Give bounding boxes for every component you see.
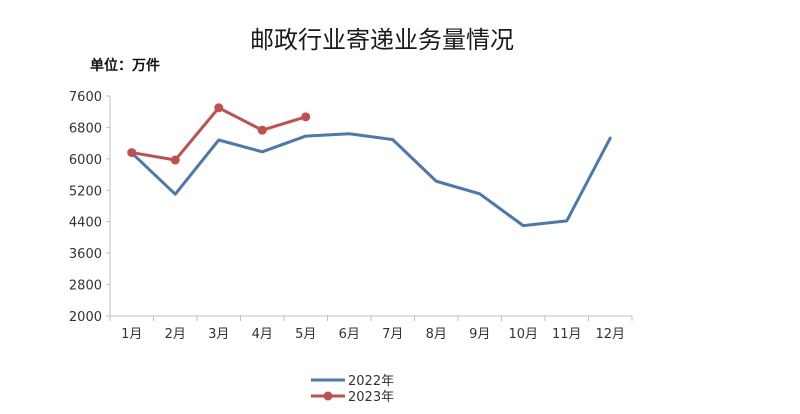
data-point	[127, 148, 137, 158]
chart-title: 邮政行业寄递业务量情况	[250, 26, 514, 54]
x-tick-label: 11月	[552, 327, 582, 342]
legend-label: 2023年	[348, 390, 394, 405]
legend-item: 2023年	[311, 390, 394, 405]
y-axis-ticks: 2000 2800 3600 4400 5200 6000 6800 7600	[69, 90, 110, 325]
axes	[109, 96, 632, 317]
x-tick-label: 2月	[165, 327, 186, 342]
unit-label: 单位：万件	[90, 57, 160, 74]
x-tick-label: 5月	[295, 327, 316, 342]
legend-marker	[323, 391, 333, 401]
y-tick-label: 5200	[69, 184, 102, 199]
legend-item: 2022年	[311, 374, 394, 389]
x-tick-label: 4月	[252, 327, 273, 342]
data-point	[301, 112, 311, 122]
y-tick-label: 2000	[69, 310, 102, 325]
x-tick-label: 8月	[426, 327, 447, 342]
series-0	[130, 132, 612, 228]
data-point	[170, 155, 180, 165]
y-tick-label: 2800	[69, 279, 102, 294]
y-tick-label: 4400	[69, 216, 102, 231]
legend-label: 2022年	[348, 374, 394, 389]
x-tick-label: 3月	[208, 327, 229, 342]
y-tick-label: 7600	[69, 90, 102, 105]
data-point	[214, 103, 224, 113]
y-tick-label: 3600	[69, 247, 102, 262]
x-axis-ticks: 1月 2月 3月 4月 5月 6月 7月 8月 9月 10月 11月 12月	[109, 316, 633, 342]
y-tick-label: 6800	[69, 121, 102, 136]
x-tick-label: 9月	[469, 327, 490, 342]
series-line	[130, 106, 308, 162]
x-tick-label: 7月	[382, 327, 403, 342]
y-tick-label: 6000	[69, 153, 102, 168]
series-1	[127, 103, 311, 165]
series-layer	[127, 103, 612, 228]
data-point	[257, 125, 267, 135]
x-tick-label: 10月	[508, 327, 538, 342]
series-line	[130, 132, 612, 228]
x-tick-label: 1月	[121, 327, 142, 342]
x-tick-label: 6月	[339, 327, 360, 342]
x-tick-label: 12月	[595, 327, 625, 342]
